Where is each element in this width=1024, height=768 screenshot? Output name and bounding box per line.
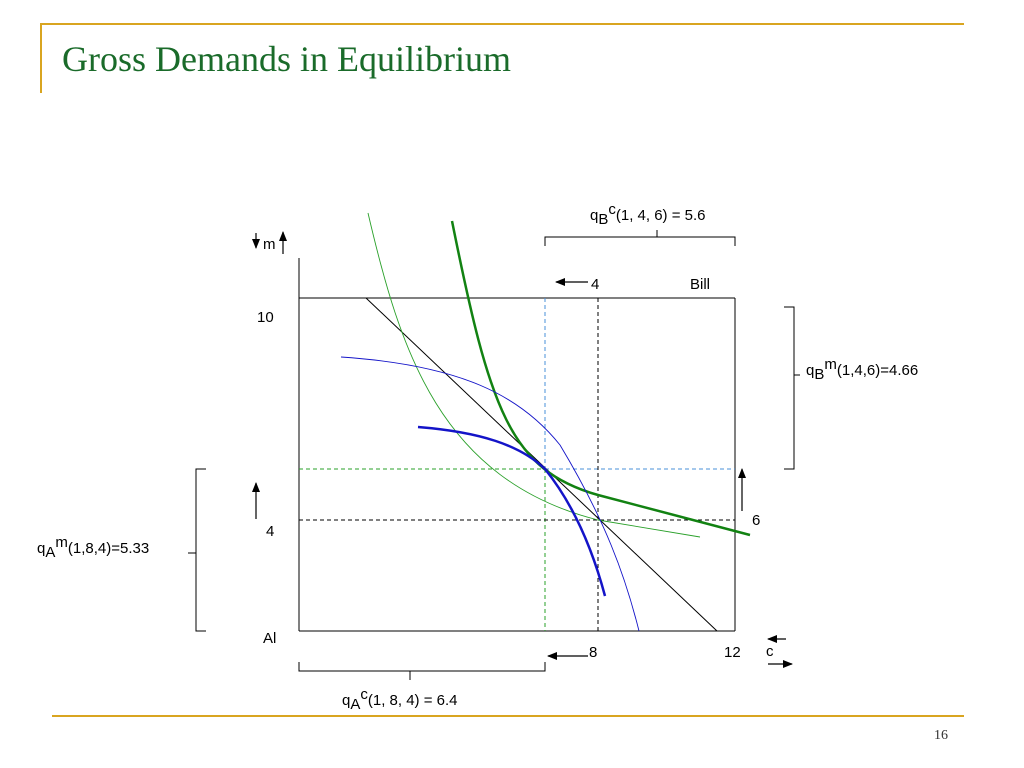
bill-indifference-curve-thin — [367, 212, 701, 538]
al-c-8-label: 8 — [589, 644, 597, 661]
left-rule — [40, 23, 42, 93]
c-axis-label: c — [766, 643, 774, 660]
qBm-annotation: qBm(1,4,6)=4.66 — [806, 356, 918, 383]
bill-origin-label: Bill — [690, 276, 710, 293]
qAm-annotation: qAm(1,8,4)=5.33 — [37, 534, 149, 561]
bill-indifference-curve-thick — [450, 220, 751, 537]
bill-m-6-label: 6 — [752, 512, 760, 529]
page-number: 16 — [934, 728, 948, 743]
al-indifference-curve-thin — [340, 356, 640, 632]
top-rule — [40, 23, 964, 25]
al-m-4-label: 4 — [266, 523, 274, 540]
qBc-annotation: qBc(1, 4, 6) = 5.6 — [590, 201, 706, 228]
al-m-10-label: 10 — [257, 309, 274, 326]
qAc-annotation: qAc(1, 8, 4) = 6.4 — [342, 686, 458, 713]
slide-title: Gross Demands in Equilibrium — [62, 39, 511, 79]
bottom-rule — [52, 715, 964, 717]
al-origin-label: Al — [263, 630, 276, 647]
al-indifference-curve-thick — [417, 425, 607, 597]
qBc-bracket — [544, 230, 736, 246]
al-c-12-label: 12 — [724, 644, 741, 661]
bill-c-4-label: 4 — [591, 276, 599, 293]
m-axis-label: m — [263, 236, 276, 253]
qBm-bracket — [784, 306, 800, 470]
qAc-bracket — [298, 662, 546, 680]
qAm-bracket — [188, 468, 206, 632]
